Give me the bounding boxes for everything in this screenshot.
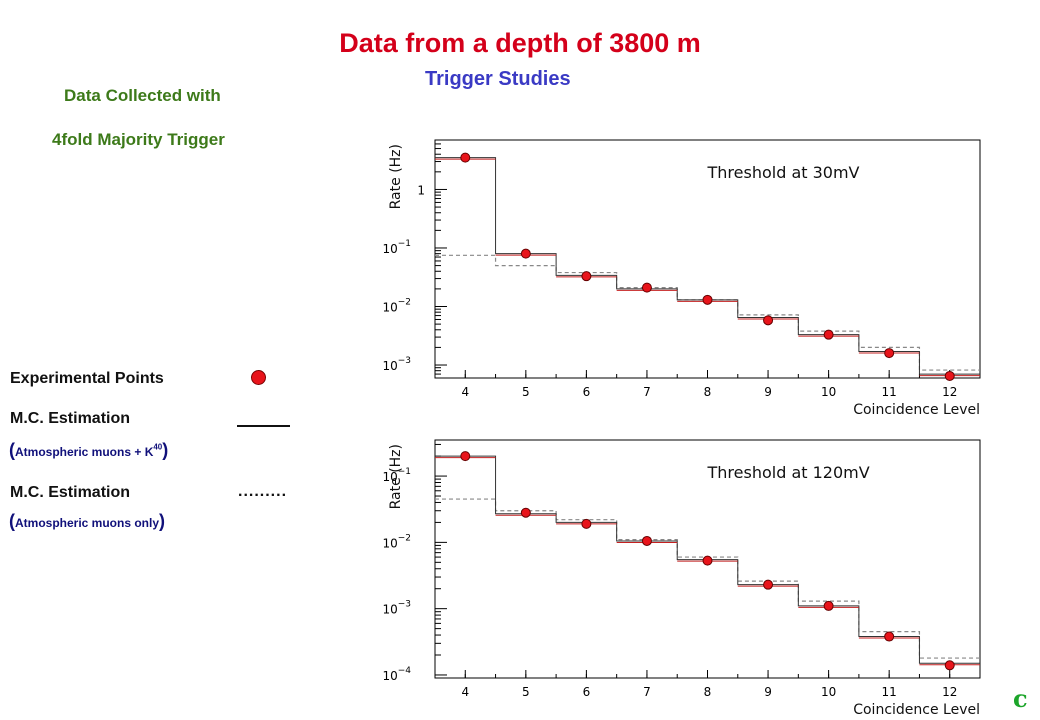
x-tick-label: 7 — [643, 685, 651, 699]
y-tick-label: 10−1 — [382, 239, 411, 256]
data-point — [641, 282, 652, 293]
collection-note-line-2: 4fold Majority Trigger — [52, 130, 225, 149]
legend-experimental-marker — [251, 370, 266, 385]
data-point — [884, 631, 895, 642]
data-point — [763, 315, 774, 326]
data-point — [520, 507, 531, 518]
legend-mc-muons-sub: Atmospheric muons only — [15, 516, 160, 530]
x-tick-label: 8 — [704, 385, 712, 399]
data-point — [702, 555, 713, 566]
threshold-annotation: Threshold at 120mV — [707, 463, 870, 482]
y-tick-label: 1 — [417, 183, 425, 197]
x-tick-label: 9 — [764, 685, 772, 699]
legend-mc-full-label: M.C. Estimation — [10, 410, 131, 427]
y-tick-label: 10−2 — [382, 533, 411, 550]
corner-label: c — [1013, 684, 1028, 713]
y-tick-label: 10−3 — [382, 600, 411, 617]
y-axis-title: Rate (Hz) — [388, 144, 404, 209]
x-tick-label: 10 — [821, 385, 836, 399]
y-tick-label: 10−2 — [382, 297, 411, 314]
x-tick-label: 6 — [583, 385, 591, 399]
data-point — [641, 535, 652, 546]
legend-mc-muons-description: (Atmospheric muons only) — [9, 511, 166, 531]
x-tick-label: 9 — [764, 385, 772, 399]
threshold-annotation: Threshold at 30mV — [707, 163, 860, 182]
data-point — [944, 660, 955, 671]
x-axis-title: Coincidence Level — [853, 402, 980, 418]
legend-experimental-label: Experimental Points — [10, 370, 164, 387]
legend-mc-full-description: (Atmospheric muons + K40) — [9, 440, 169, 460]
data-point — [823, 329, 834, 340]
y-axis-title: Rate (Hz) — [388, 444, 404, 509]
legend-mc-full-line — [237, 425, 290, 427]
collection-note-line-1: Data Collected with — [64, 86, 221, 105]
data-point — [884, 348, 895, 359]
x-tick-label: 11 — [882, 385, 897, 399]
data-point — [702, 294, 713, 305]
x-axis-title: Coincidence Level — [853, 702, 980, 718]
data-point — [763, 579, 774, 590]
y-tick-label: 10−3 — [382, 356, 411, 373]
x-tick-label: 4 — [461, 685, 469, 699]
x-tick-label: 5 — [522, 685, 530, 699]
x-tick-label: 10 — [821, 685, 836, 699]
data-point — [460, 152, 471, 163]
data-point — [460, 451, 471, 462]
page-title: Data from a depth of 3800 m — [339, 28, 701, 58]
plot-frame — [434, 139, 981, 379]
legend-mc-muons-label: M.C. Estimation — [10, 484, 131, 501]
x-tick-label: 6 — [583, 685, 591, 699]
data-point — [581, 271, 592, 282]
y-tick-label: 10−1 — [382, 467, 411, 484]
data-point — [823, 600, 834, 611]
chart-threshold-30mv: 4 5 6 7 8 9 10 11 12 1 10−1 10−2 10−3 Threshold at 30… — [382, 139, 981, 418]
legend-mc-full-sup: 40 — [153, 442, 163, 452]
x-tick-label: 8 — [704, 685, 712, 699]
x-tick-label: 11 — [882, 685, 897, 699]
legend-mc-full-sub: Atmospheric muons + K — [15, 445, 154, 459]
data-point — [520, 248, 531, 259]
x-tick-label: 12 — [942, 685, 957, 699]
page-subtitle: Trigger Studies — [425, 68, 571, 90]
y-tick-label: 10−4 — [382, 666, 411, 683]
chart-threshold-120mv: 4 5 6 7 8 9 10 11 12 10−1 10−2 10−3 10−4 Threshold at… — [382, 439, 981, 718]
x-tick-label: 7 — [643, 385, 651, 399]
x-tick-label: 5 — [522, 385, 530, 399]
data-point — [581, 518, 592, 529]
x-tick-label: 12 — [942, 385, 957, 399]
data-point — [944, 370, 955, 381]
x-tick-label: 4 — [461, 385, 469, 399]
legend-mc-muons-marker: ......... — [238, 483, 288, 500]
